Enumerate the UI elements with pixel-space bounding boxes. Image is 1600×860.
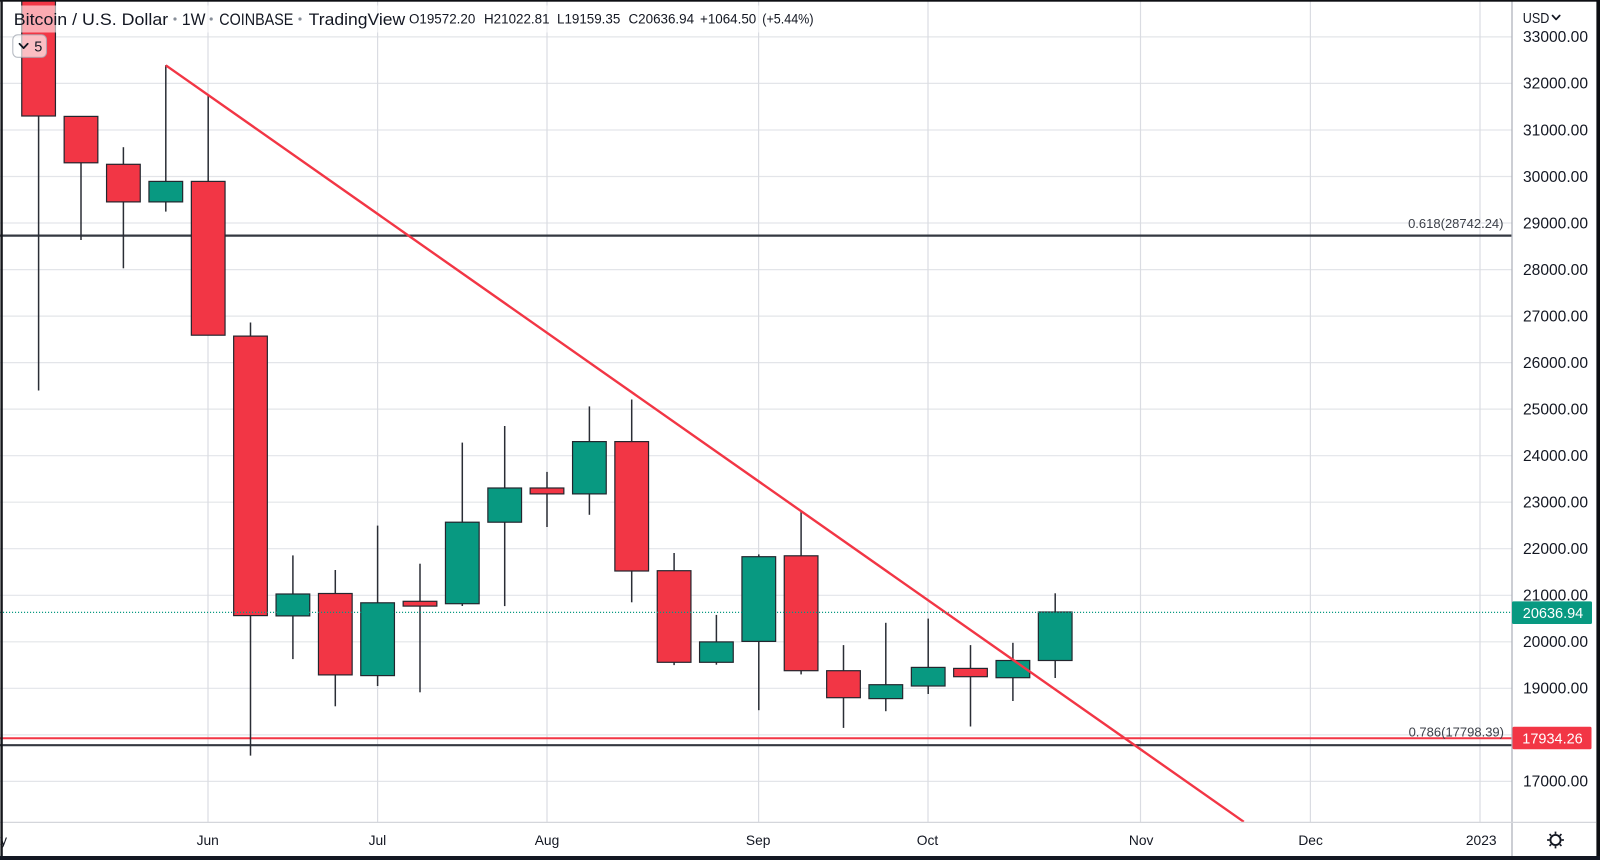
svg-text:Aug: Aug [535,833,560,848]
svg-text:Jun: Jun [197,833,219,848]
svg-text:25000.00: 25000.00 [1523,401,1588,418]
svg-text:0.618(28742.24): 0.618(28742.24) [1408,216,1503,231]
svg-text:22000.00: 22000.00 [1523,541,1588,558]
svg-text:Sep: Sep [746,833,771,848]
svg-text:20636.94: 20636.94 [1523,606,1583,622]
svg-text:1W: 1W [182,11,206,29]
svg-text:Nov: Nov [1129,833,1154,848]
svg-text:(+5.44%): (+5.44%) [762,12,813,27]
svg-text:26000.00: 26000.00 [1523,355,1588,372]
svg-text:+1064.50: +1064.50 [700,12,756,27]
svg-text:33000.00: 33000.00 [1523,29,1588,46]
svg-text:H21022.81: H21022.81 [484,12,550,27]
svg-text:17000.00: 17000.00 [1523,774,1588,791]
svg-text:21000.00: 21000.00 [1523,588,1588,605]
svg-text:TradingView: TradingView [309,11,406,29]
svg-text:20000.00: 20000.00 [1523,634,1588,651]
svg-text:23000.00: 23000.00 [1523,495,1588,512]
svg-text:Dec: Dec [1298,833,1323,848]
svg-text:31000.00: 31000.00 [1523,122,1588,139]
svg-text:0.786(17798.39): 0.786(17798.39) [1409,725,1504,740]
svg-text:30000.00: 30000.00 [1523,169,1588,186]
svg-text:19000.00: 19000.00 [1523,681,1588,698]
svg-text:28000.00: 28000.00 [1523,262,1588,279]
svg-text:O19572.20: O19572.20 [409,12,475,27]
svg-text:May: May [0,833,7,848]
svg-text:C20636.94: C20636.94 [629,12,695,27]
svg-text:5: 5 [34,39,42,55]
svg-text:USD: USD [1523,10,1550,27]
svg-text:27000.00: 27000.00 [1523,308,1588,325]
svg-text:Bitcoin / U.S. Dollar: Bitcoin / U.S. Dollar [14,11,169,29]
svg-text:29000.00: 29000.00 [1523,215,1588,232]
svg-text:Jul: Jul [369,833,387,848]
svg-text:17934.26: 17934.26 [1522,731,1582,747]
svg-text:2023: 2023 [1466,833,1497,848]
svg-text:24000.00: 24000.00 [1523,448,1588,465]
svg-text:32000.00: 32000.00 [1523,76,1588,93]
svg-text:Oct: Oct [917,833,939,848]
svg-text:COINBASE: COINBASE [219,11,293,29]
svg-text:L19159.35: L19159.35 [557,12,620,27]
